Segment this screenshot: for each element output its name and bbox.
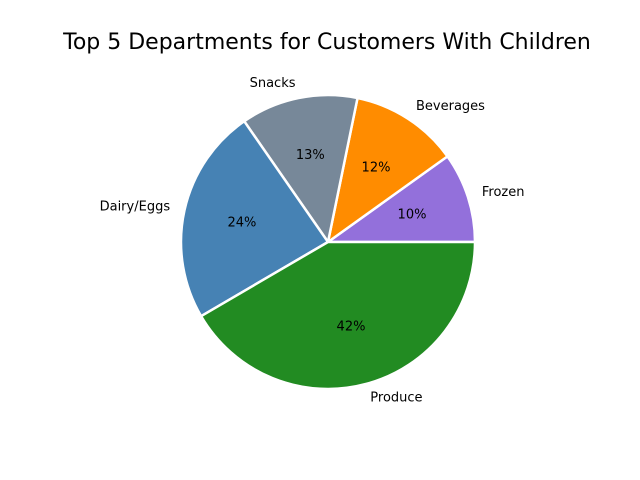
pie-labels: Frozen 10% Beverages 12% Snacks 13% Dairy/Eggs…	[100, 76, 525, 406]
slice-beverages	[326, 96, 449, 244]
slice-dairy-eggs	[179, 119, 330, 318]
slice-percent-frozen: 10%	[398, 208, 427, 223]
slice-label-dairy-eggs: Dairy/Eggs	[100, 200, 171, 215]
slice-percent-produce: 42%	[337, 320, 366, 335]
slice-percent-dairy-eggs: 24%	[227, 215, 256, 230]
slice-percent-beverages: 12%	[362, 161, 391, 176]
pie-slices	[179, 93, 477, 391]
slice-produce	[199, 240, 477, 391]
slice-label-beverages: Beverages	[416, 99, 485, 114]
slice-label-snacks: Snacks	[250, 76, 296, 91]
slice-label-produce: Produce	[370, 391, 422, 406]
slice-snacks	[242, 93, 359, 244]
slice-label-frozen: Frozen	[482, 185, 525, 200]
slice-frozen	[326, 155, 477, 244]
chart-title: Top 5 Departments for Customers With Chi…	[62, 30, 591, 55]
slice-percent-snacks: 13%	[296, 148, 325, 163]
